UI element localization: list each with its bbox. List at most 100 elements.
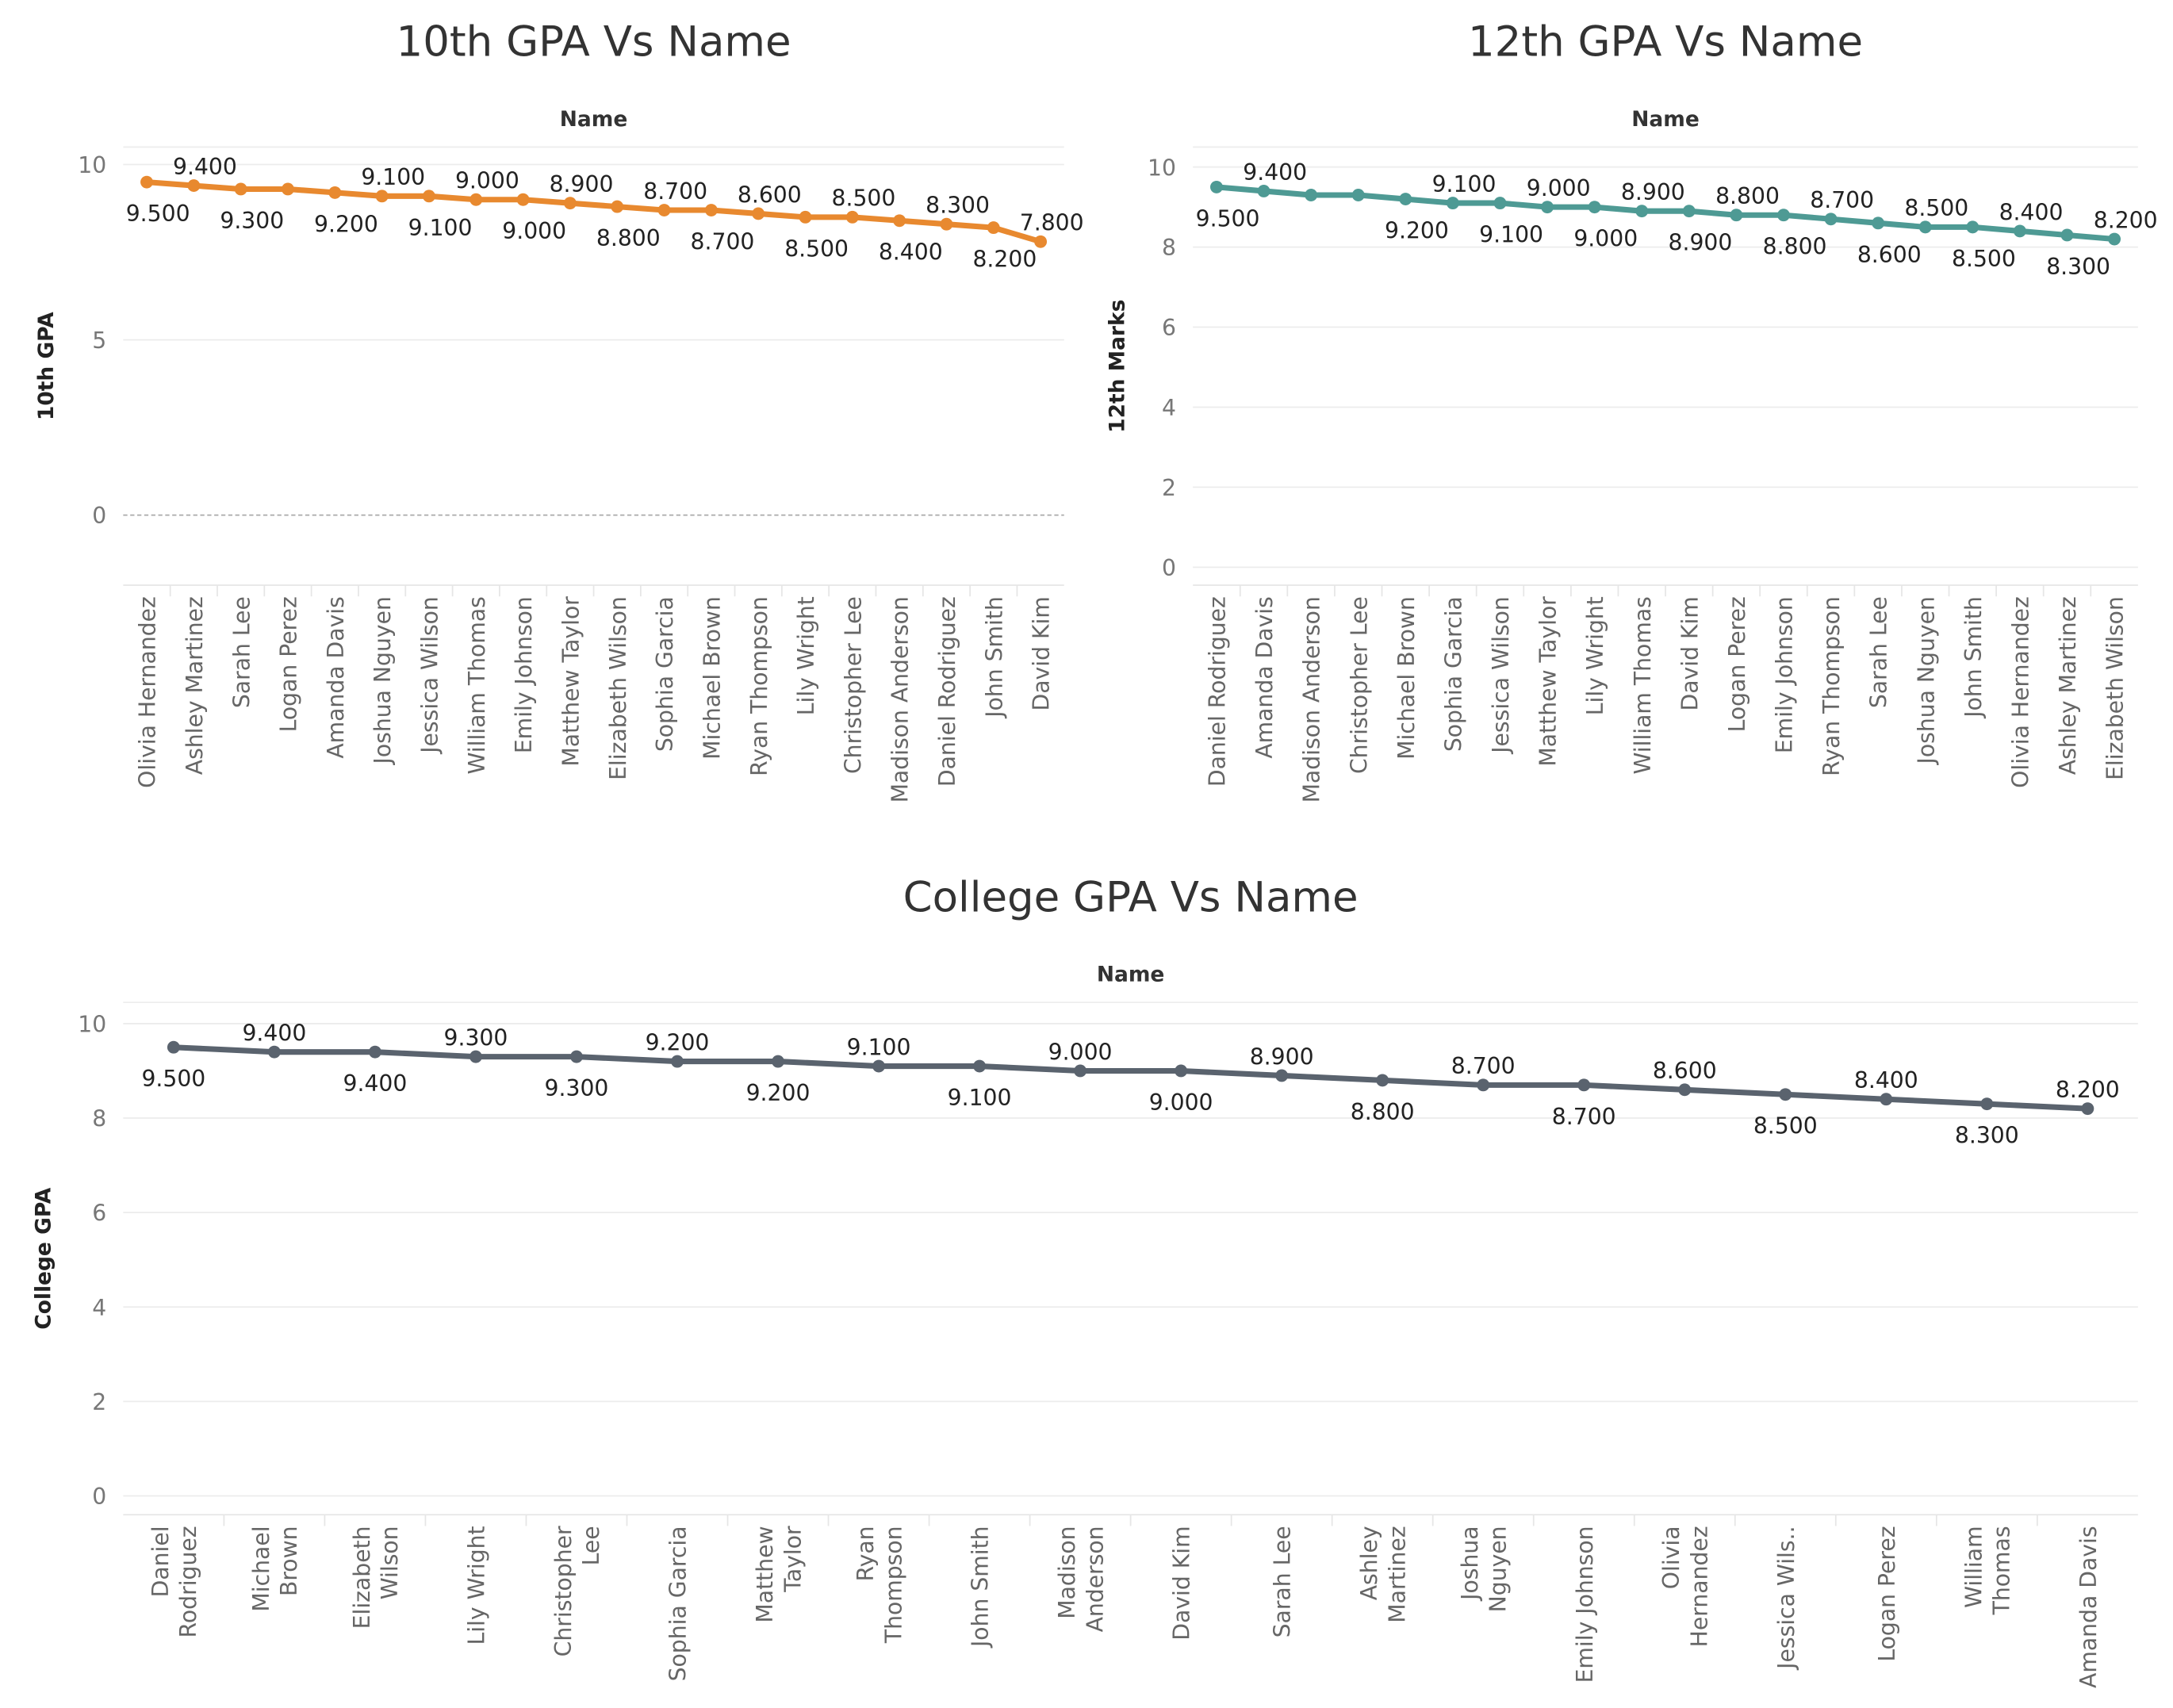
- value-label: 8.900: [550, 171, 614, 197]
- value-label: 8.700: [1810, 187, 1874, 213]
- value-label: 9.200: [314, 211, 378, 237]
- point: [187, 179, 201, 193]
- x-tick-label-line: Nguyen: [1485, 1526, 1511, 1612]
- x-tick-label: Christopher Lee: [550, 1526, 604, 1656]
- x-tick-label: Ryan Thompson: [746, 596, 772, 776]
- point: [893, 214, 906, 228]
- y-axis-title: 10th GPA: [34, 312, 59, 420]
- point: [368, 1045, 381, 1059]
- x-tick-label: Sophia Garcia: [665, 1526, 692, 1681]
- x-tick-label: Daniel Rodriguez: [148, 1526, 201, 1637]
- value-label: 9.400: [1243, 159, 1307, 186]
- value-label: 9.000: [1527, 175, 1591, 201]
- value-label: 8.600: [738, 182, 802, 208]
- value-label: 8.700: [691, 228, 755, 255]
- point: [1446, 197, 1459, 210]
- y-tick-label: 2: [92, 1389, 106, 1415]
- value-label: 9.100: [948, 1085, 1012, 1111]
- value-label: 8.500: [832, 186, 896, 212]
- x-tick-label-line: Ashley: [1356, 1526, 1382, 1600]
- x-tick-label: Ashley Martinez: [1356, 1526, 1410, 1622]
- x-tick-label: Madison Anderson: [1054, 1526, 1108, 1632]
- x-tick-label: John Smith: [968, 1526, 994, 1649]
- value-label: 9.100: [847, 1034, 911, 1060]
- value-label: 9.000: [455, 168, 519, 194]
- value-label: 9.500: [141, 1066, 205, 1092]
- x-tick-label-line: Christopher: [550, 1526, 577, 1656]
- point: [799, 210, 812, 224]
- point: [1074, 1064, 1087, 1078]
- x-tick-label: John Smith: [1960, 596, 1987, 719]
- value-label: 9.200: [746, 1080, 811, 1106]
- point: [1588, 201, 1601, 214]
- y-tick-label: 10: [78, 152, 106, 178]
- y-tick-label: 8: [92, 1106, 106, 1132]
- y-tick-label: 10: [1148, 155, 1176, 181]
- x-tick-label: Michael Brown: [699, 596, 725, 760]
- x-tick-label: Amanda Davis: [2075, 1526, 2102, 1688]
- point: [375, 190, 389, 203]
- point: [671, 1055, 684, 1068]
- x-tick-label: Sarah Lee: [1270, 1526, 1296, 1637]
- point: [1682, 205, 1696, 218]
- x-tick-label: David Kim: [1677, 596, 1703, 710]
- point: [704, 204, 718, 216]
- x-tick-label: Jessica Wilson: [417, 596, 443, 755]
- x-tick-label-line: Elizabeth: [349, 1526, 375, 1629]
- value-label: 8.800: [596, 225, 661, 251]
- x-tick-label: Olivia Hernandez: [135, 596, 161, 788]
- x-tick-label: Elizabeth Wilson: [2102, 596, 2129, 780]
- x-tick-label: Ryan Thompson: [1818, 596, 1845, 776]
- x-tick-label: Elizabeth Wilson: [349, 1526, 403, 1629]
- x-tick-label: Sarah Lee: [1866, 596, 1892, 708]
- point: [140, 175, 153, 189]
- value-label: 8.600: [1857, 242, 1922, 268]
- x-tick-label: Jessica Wilson: [1488, 596, 1514, 755]
- value-label: 8.600: [1653, 1058, 1717, 1084]
- value-label: 7.800: [1020, 210, 1084, 236]
- value-label: 8.900: [1669, 230, 1733, 256]
- chart-title: College GPA Vs Name: [903, 873, 1359, 921]
- y-tick-label: 4: [1162, 395, 1176, 421]
- x-tick-label: Olivia Hernandez: [1658, 1526, 1712, 1647]
- x-tick-label: Emily Johnson: [1572, 1526, 1598, 1683]
- point: [1257, 185, 1270, 197]
- value-label: 8.500: [1904, 195, 1968, 221]
- point: [167, 1040, 180, 1054]
- value-label: 8.700: [1552, 1104, 1616, 1130]
- x-tick-label: Lily Wright: [793, 596, 819, 715]
- point: [657, 204, 671, 216]
- value-label: 9.100: [408, 215, 473, 241]
- point: [234, 182, 247, 196]
- x-tick-label: Logan Perez: [1874, 1526, 1900, 1661]
- x-tick-label: David Kim: [1169, 1526, 1195, 1640]
- x-axis-title: Name: [1097, 963, 1165, 987]
- value-label: 8.200: [2094, 207, 2158, 233]
- value-label: 9.100: [1479, 222, 1543, 248]
- x-tick-label: Sarah Lee: [228, 596, 255, 708]
- y-tick-label: 5: [92, 327, 106, 354]
- point: [973, 1059, 987, 1073]
- x-tick-label: William Thomas: [1960, 1526, 2014, 1615]
- x-tick-label: Joshua Nguyen: [1457, 1526, 1511, 1612]
- x-tick-label-line: Hernandez: [1686, 1526, 1712, 1647]
- y-tick-label: 6: [1162, 315, 1176, 341]
- x-tick-label: Ashley Martinez: [2055, 596, 2081, 775]
- x-tick-label: Matthew Taylor: [752, 1526, 806, 1623]
- point: [1880, 1093, 1893, 1106]
- y-tick-label: 0: [92, 503, 106, 529]
- x-tick-label-line: Madison: [1054, 1526, 1080, 1618]
- point: [469, 1050, 482, 1063]
- value-label: 9.400: [242, 1021, 306, 1047]
- value-label: 8.900: [1250, 1044, 1314, 1070]
- point: [469, 193, 483, 206]
- x-tick-label: William Thomas: [464, 596, 490, 774]
- point: [845, 210, 859, 224]
- x-tick-label: Emily Johnson: [511, 596, 537, 753]
- x-tick-label: Daniel Rodriguez: [934, 596, 960, 787]
- point: [282, 182, 294, 196]
- line: [1216, 184, 2115, 243]
- value-label: 9.300: [444, 1025, 508, 1051]
